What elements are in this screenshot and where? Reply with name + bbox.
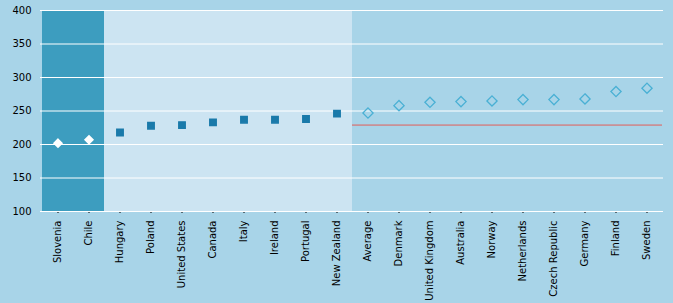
svg-text:Norway: Norway — [486, 220, 497, 258]
svg-text:300: 300 — [12, 72, 31, 83]
svg-text:Slovenia: Slovenia — [52, 221, 63, 264]
svg-text:Finland: Finland — [610, 221, 621, 257]
svg-text:Germany: Germany — [579, 220, 590, 266]
svg-text:Poland: Poland — [145, 221, 156, 254]
svg-text:Italy: Italy — [238, 220, 249, 242]
svg-text:200: 200 — [12, 139, 31, 150]
svg-text:United States: United States — [176, 221, 187, 289]
svg-text:150: 150 — [12, 172, 31, 183]
svg-text:Chile: Chile — [83, 221, 94, 246]
svg-text:Australia: Australia — [455, 221, 466, 265]
svg-text:Canada: Canada — [207, 221, 218, 259]
svg-text:Average: Average — [362, 221, 373, 262]
svg-text:Netherlands: Netherlands — [517, 221, 528, 282]
svg-text:Portugal: Portugal — [300, 221, 311, 262]
svg-text:Sweden: Sweden — [641, 221, 652, 261]
svg-text:New Zealand: New Zealand — [331, 221, 342, 287]
svg-text:400: 400 — [12, 5, 31, 16]
svg-text:Denmark: Denmark — [393, 220, 404, 266]
svg-text:Ireland: Ireland — [269, 221, 280, 256]
svg-text:United Kingdom: United Kingdom — [424, 221, 435, 301]
svg-text:250: 250 — [12, 105, 31, 116]
svg-text:Hungary: Hungary — [114, 220, 125, 263]
svg-text:350: 350 — [12, 38, 31, 49]
svg-text:100: 100 — [12, 206, 31, 217]
svg-text:Czech Republic: Czech Republic — [548, 221, 559, 297]
